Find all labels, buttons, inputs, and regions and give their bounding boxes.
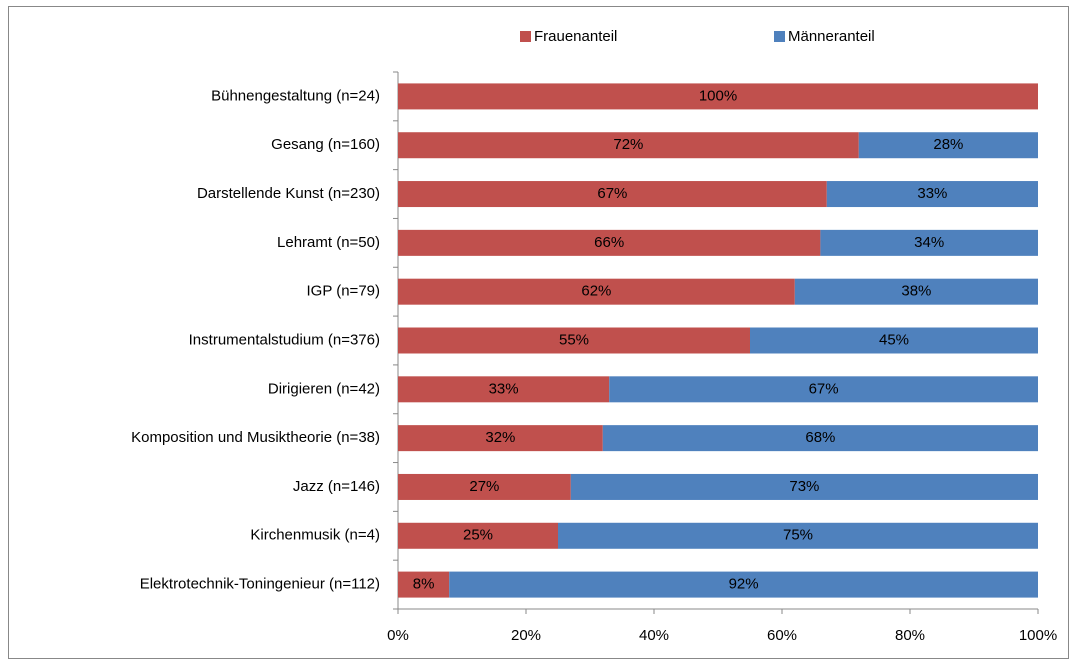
legend-swatch <box>774 31 785 42</box>
legend-label: Frauenanteil <box>534 28 617 45</box>
category-label: Instrumentalstudium (n=376) <box>189 331 380 348</box>
category-label: Jazz (n=146) <box>293 478 380 495</box>
bar-segment <box>858 132 1038 159</box>
bar-segment <box>398 83 1038 110</box>
value-label: 72% <box>613 136 643 153</box>
value-label: 92% <box>729 576 759 593</box>
bar-segment <box>750 327 1038 354</box>
value-label: 67% <box>809 380 839 397</box>
category-label: Kirchenmusik (n=4) <box>250 527 380 544</box>
bar-segment <box>398 425 603 452</box>
value-label: 25% <box>463 527 493 544</box>
category-label: IGP (n=79) <box>306 283 380 300</box>
x-tick-label: 60% <box>767 627 797 644</box>
bar-segment <box>570 473 1038 500</box>
bar-segment <box>609 376 1038 403</box>
bar-segment <box>398 473 571 500</box>
x-tick-label: 0% <box>387 627 409 644</box>
x-tick-label: 20% <box>511 627 541 644</box>
value-label: 33% <box>489 380 519 397</box>
value-label: 100% <box>699 87 737 104</box>
category-label: Lehramt (n=50) <box>277 234 380 251</box>
bar-segment <box>558 522 1038 549</box>
bar-segment <box>398 376 610 403</box>
value-label: 38% <box>901 283 931 300</box>
value-label: 34% <box>914 234 944 251</box>
bar-segment <box>398 571 450 598</box>
x-tick-label: 80% <box>895 627 925 644</box>
bar-segment <box>398 327 750 354</box>
value-label: 27% <box>469 478 499 495</box>
bar-segment <box>398 181 827 208</box>
value-label: 33% <box>917 185 947 202</box>
value-label: 67% <box>597 185 627 202</box>
category-label: Dirigieren (n=42) <box>268 380 380 397</box>
category-label: Bühnengestaltung (n=24) <box>211 87 380 104</box>
category-label: Elektrotechnik-Toningenieur (n=112) <box>140 576 380 593</box>
x-tick-label: 40% <box>639 627 669 644</box>
bar-segment <box>398 132 859 159</box>
value-label: 28% <box>933 136 963 153</box>
category-label: Darstellende Kunst (n=230) <box>197 185 380 202</box>
bar-segment <box>602 425 1038 452</box>
category-label: Komposition und Musiktheorie (n=38) <box>131 429 380 446</box>
value-label: 8% <box>413 576 435 593</box>
bar-segment <box>398 229 821 256</box>
category-label: Gesang (n=160) <box>271 136 380 153</box>
value-label: 66% <box>594 234 624 251</box>
legend-swatch <box>520 31 531 42</box>
bar-segment <box>820 229 1038 256</box>
value-label: 55% <box>559 331 589 348</box>
bar-segment <box>449 571 1038 598</box>
value-label: 45% <box>879 331 909 348</box>
bar-segment <box>794 278 1038 305</box>
bar-segment <box>398 522 558 549</box>
legend-label: Männeranteil <box>788 28 875 45</box>
value-label: 32% <box>485 429 515 446</box>
value-label: 73% <box>789 478 819 495</box>
x-tick-label: 100% <box>1019 627 1057 644</box>
value-label: 62% <box>581 283 611 300</box>
value-label: 68% <box>805 429 835 446</box>
bar-segment <box>398 278 795 305</box>
bar-segment <box>826 181 1038 208</box>
value-label: 75% <box>783 527 813 544</box>
